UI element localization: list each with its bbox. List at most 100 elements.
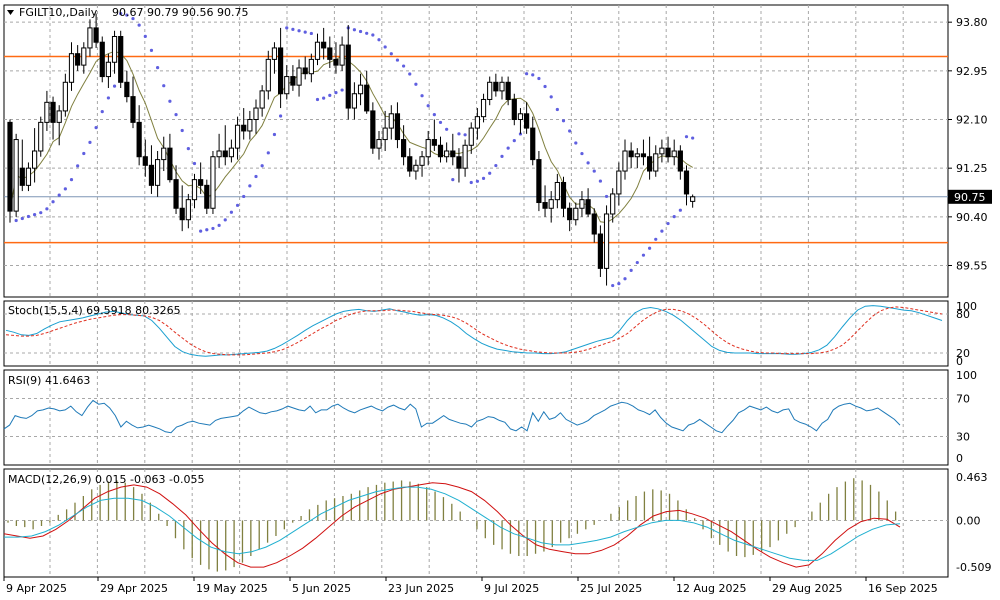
- candle[interactable]: [7, 121, 13, 212]
- candle[interactable]: [413, 164, 419, 172]
- candle[interactable]: [234, 124, 241, 149]
- candle[interactable]: [585, 199, 591, 215]
- candle[interactable]: [554, 181, 560, 201]
- candle[interactable]: [136, 121, 142, 158]
- candle[interactable]: [228, 147, 235, 158]
- candle[interactable]: [124, 81, 130, 98]
- candle[interactable]: [81, 47, 87, 66]
- candle[interactable]: [677, 150, 683, 172]
- candle[interactable]: [271, 47, 278, 60]
- candle[interactable]: [68, 53, 75, 83]
- candle[interactable]: [560, 181, 567, 209]
- candle[interactable]: [44, 101, 50, 123]
- candle[interactable]: [653, 153, 659, 172]
- candle[interactable]: [302, 67, 308, 75]
- candle[interactable]: [222, 150, 228, 158]
- candle[interactable]: [247, 119, 253, 132]
- candle[interactable]: [296, 67, 302, 86]
- candle[interactable]: [610, 193, 616, 215]
- candle[interactable]: [345, 44, 351, 109]
- candle[interactable]: [524, 113, 530, 129]
- candle[interactable]: [628, 150, 634, 158]
- candle[interactable]: [25, 167, 32, 186]
- candle[interactable]: [474, 116, 480, 129]
- candle[interactable]: [204, 184, 210, 209]
- candle[interactable]: [265, 58, 271, 92]
- candle[interactable]: [382, 127, 388, 141]
- candle[interactable]: [616, 170, 622, 195]
- candle[interactable]: [665, 147, 671, 158]
- candle[interactable]: [683, 170, 690, 195]
- macd-panel[interactable]: [3, 468, 949, 578]
- candle[interactable]: [468, 127, 474, 146]
- candle[interactable]: [284, 76, 290, 95]
- rsi-panel[interactable]: [3, 369, 949, 466]
- candle[interactable]: [130, 96, 136, 123]
- candle[interactable]: [290, 76, 296, 86]
- candle[interactable]: [216, 150, 222, 158]
- candle[interactable]: [407, 156, 413, 172]
- candle[interactable]: [19, 167, 25, 186]
- candle[interactable]: [327, 47, 333, 60]
- candle[interactable]: [425, 139, 431, 158]
- candle[interactable]: [567, 207, 573, 221]
- candle[interactable]: [253, 107, 259, 121]
- candle[interactable]: [278, 47, 284, 95]
- candle[interactable]: [431, 139, 437, 146]
- candle[interactable]: [167, 147, 173, 181]
- candle[interactable]: [148, 164, 155, 186]
- candle[interactable]: [591, 213, 597, 235]
- candle[interactable]: [13, 139, 19, 212]
- candle[interactable]: [634, 153, 640, 158]
- candle[interactable]: [647, 156, 653, 172]
- candle[interactable]: [505, 81, 511, 100]
- candle[interactable]: [99, 41, 105, 78]
- candle[interactable]: [640, 153, 647, 158]
- candle[interactable]: [511, 98, 517, 121]
- candle[interactable]: [241, 124, 247, 132]
- candle[interactable]: [32, 150, 38, 169]
- candle[interactable]: [210, 156, 216, 209]
- candle[interactable]: [401, 139, 407, 158]
- candle[interactable]: [517, 113, 524, 121]
- candle[interactable]: [536, 159, 542, 204]
- candle[interactable]: [50, 101, 56, 123]
- candle[interactable]: [173, 179, 179, 209]
- candle[interactable]: [185, 199, 191, 221]
- candle[interactable]: [142, 156, 148, 166]
- candle[interactable]: [357, 84, 364, 95]
- candle[interactable]: [597, 233, 603, 269]
- candle[interactable]: [75, 53, 81, 66]
- candle[interactable]: [671, 150, 677, 158]
- candle[interactable]: [161, 147, 167, 161]
- candle[interactable]: [450, 150, 456, 158]
- candle[interactable]: [493, 81, 499, 92]
- candle[interactable]: [542, 202, 548, 209]
- candle[interactable]: [179, 207, 185, 221]
- candle[interactable]: [111, 35, 118, 63]
- candle[interactable]: [351, 93, 357, 109]
- candle[interactable]: [118, 35, 124, 83]
- candle[interactable]: [339, 44, 345, 66]
- candle[interactable]: [376, 139, 382, 149]
- candle[interactable]: [388, 113, 394, 129]
- candle[interactable]: [56, 110, 62, 123]
- candle[interactable]: [480, 98, 487, 118]
- candle[interactable]: [105, 61, 112, 78]
- candle[interactable]: [87, 27, 93, 49]
- candle[interactable]: [370, 110, 376, 149]
- candle[interactable]: [456, 156, 462, 169]
- candle[interactable]: [573, 207, 579, 221]
- candle[interactable]: [690, 196, 696, 202]
- candle[interactable]: [259, 90, 265, 109]
- candle[interactable]: [38, 121, 44, 152]
- candle[interactable]: [579, 199, 585, 209]
- candle[interactable]: [499, 81, 505, 92]
- candle[interactable]: [462, 144, 468, 169]
- stoch-panel[interactable]: [3, 300, 949, 367]
- candle[interactable]: [321, 41, 327, 49]
- dropdown-triangle-icon[interactable]: [7, 10, 14, 15]
- candle[interactable]: [198, 179, 204, 186]
- candle[interactable]: [155, 159, 161, 186]
